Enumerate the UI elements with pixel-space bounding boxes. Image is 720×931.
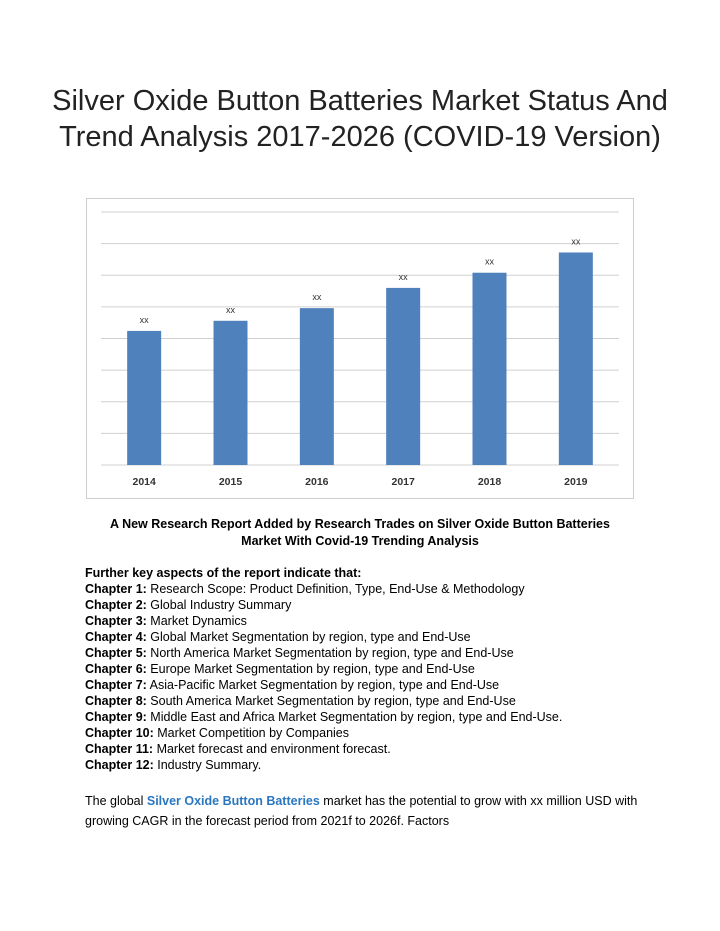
chapter-text: North America Market Segmentation by reg… [146,646,514,660]
chapter-text: Industry Summary. [153,758,262,772]
chapter-text: Global Industry Summary [146,598,292,612]
aspects-section: Further key aspects of the report indica… [85,565,685,773]
chapter-text: Market forecast and environment forecast… [153,742,391,756]
x-tick-label: 2016 [305,476,329,488]
chapter-label: Chapter 4: [85,630,147,644]
chapter-text: Middle East and Africa Market Segmentati… [146,710,563,724]
chapter-label: Chapter 7: [85,678,147,692]
chapter-item: Chapter 9: Middle East and Africa Market… [85,709,685,725]
chapter-item: Chapter 4: Global Market Segmentation by… [85,629,685,645]
chapter-text: Market Competition by Companies [153,726,350,740]
chapter-item: Chapter 11: Market forecast and environm… [85,741,685,757]
chapter-item: Chapter 12: Industry Summary. [85,757,685,773]
x-tick-label: 2015 [219,476,243,488]
data-label: xx [485,257,495,267]
chapter-label: Chapter 12: [85,758,154,772]
chapter-item: Chapter 10: Market Competition by Compan… [85,725,685,741]
chapter-label: Chapter 3: [85,614,147,628]
x-tick-label: 2014 [132,476,156,488]
chapter-item: Chapter 3: Market Dynamics [85,613,685,629]
page-title: Silver Oxide Button Batteries Market Sta… [52,85,668,153]
chapter-label: Chapter 1: [85,582,147,596]
report-subtitle: A New Research Report Added by Research … [110,517,610,548]
chapter-text: Asia-Pacific Market Segmentation by regi… [146,678,500,692]
chart-bar [558,252,593,465]
chapter-item: Chapter 5: North America Market Segmenta… [85,645,685,661]
chapter-text: Market Dynamics [146,614,247,628]
chart-bar [213,320,248,465]
chapter-item: Chapter 8: South America Market Segmenta… [85,693,685,709]
chapter-label: Chapter 2: [85,598,147,612]
x-tick-label: 2017 [391,476,415,488]
bar-chart: xx 2014 xx 2015 xx 2016 xx 2017 xx 2018 xx 2019 [86,198,634,499]
chart-bar [472,272,507,465]
chapter-text: South America Market Segmentation by reg… [146,694,516,708]
chapter-text: Research Scope: Product Definition, Type… [146,582,525,596]
data-label: xx [312,292,322,302]
chapter-item: Chapter 1: Research Scope: Product Defin… [85,581,685,597]
chapter-item: Chapter 7: Asia-Pacific Market Segmentat… [85,677,685,693]
chapter-label: Chapter 11: [85,742,154,756]
chart-bar [127,330,162,465]
chart-svg: xx 2014 xx 2015 xx 2016 xx 2017 xx 2018 xx 2019 [101,211,619,488]
chapter-list: Chapter 1: Research Scope: Product Defin… [85,581,685,773]
chapter-label: Chapter 8: [85,694,147,708]
chart-bar [386,287,421,465]
paragraph-lead: The global [85,794,147,808]
data-label: xx [571,236,581,246]
chapter-item: Chapter 6: Europe Market Segmentation by… [85,661,685,677]
chapter-label: Chapter 10: [85,726,154,740]
data-label: xx [226,305,236,315]
intro-paragraph: The global Silver Oxide Button Batteries… [85,792,645,831]
data-label: xx [399,272,409,282]
market-link[interactable]: Silver Oxide Button Batteries [146,794,320,808]
chapter-label: Chapter 5: [85,646,147,660]
data-label: xx [140,315,150,325]
x-tick-label: 2019 [564,476,588,488]
aspects-heading: Further key aspects of the report indica… [85,566,362,580]
paragraph-rest: market has the potential to grow with xx… [85,794,638,828]
x-tick-label: 2018 [478,476,502,488]
chapter-label: Chapter 6: [85,662,147,676]
chapter-item: Chapter 2: Global Industry Summary [85,597,685,613]
chapter-label: Chapter 9: [85,710,147,724]
chapter-text: Global Market Segmentation by region, ty… [146,630,471,644]
chart-bar [299,308,334,465]
chapter-text: Europe Market Segmentation by region, ty… [146,662,475,676]
